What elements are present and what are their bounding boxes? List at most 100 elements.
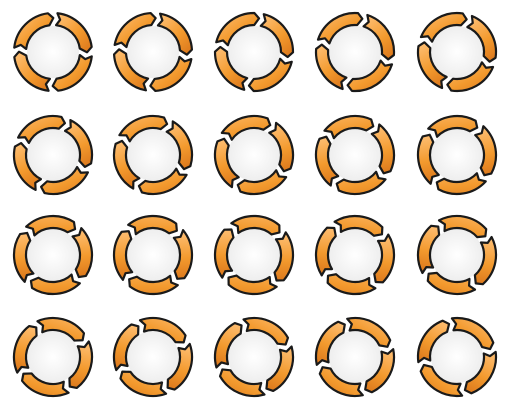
rotating-arrows-ring-icon [12, 214, 94, 296]
ring-arrow-segment [112, 139, 141, 190]
ring-segments [416, 316, 498, 398]
ring-arrow-segment [12, 324, 38, 374]
ring-center [127, 229, 179, 281]
ring-arrow-segment [314, 226, 337, 277]
ring-arrow-segment [166, 342, 194, 391]
ring-arrow-segment [314, 43, 348, 91]
rotating-arrows-ring-icon [112, 11, 194, 93]
ring-center [228, 129, 280, 181]
ring-segments [314, 114, 396, 196]
ring-segments [314, 316, 396, 398]
ring-center [329, 229, 381, 281]
rotating-arrows-ring-icon [213, 214, 295, 296]
ring-arrow-segment [113, 11, 157, 49]
ring-arrow-segment [419, 363, 464, 398]
ring-arrow-segment [149, 55, 193, 93]
ring-arrow-segment [25, 214, 77, 237]
ring-segments [213, 11, 295, 93]
ring-arrow-segment [127, 214, 178, 236]
ring-arrow-segment [265, 345, 295, 393]
ring-center [431, 331, 483, 383]
ring-arrow-segment [242, 316, 290, 346]
ring-center [27, 331, 79, 383]
rotating-arrows-ring-icon [13, 12, 93, 92]
rotating-arrows-ring-icon [314, 316, 396, 398]
ring-arrow-segment [63, 118, 94, 169]
frames-grid [12, 11, 498, 398]
ring-arrow-segment [427, 114, 479, 138]
ring-arrow-segment [259, 13, 295, 59]
ring-arrow-segment [316, 11, 364, 45]
ring-segments [416, 11, 498, 93]
ring-arrow-segment [213, 321, 243, 369]
ring-arrow-segment [172, 229, 194, 280]
ring-arrow-segment [416, 41, 448, 90]
ring-arrow-segment [273, 231, 295, 282]
ring-arrow-segment [112, 230, 134, 281]
rotating-arrows-ring-icon [112, 114, 194, 196]
ring-arrow-segment [68, 340, 94, 390]
ring-segments [213, 214, 295, 296]
ring-center [431, 26, 483, 78]
ring-arrow-segment [333, 214, 384, 237]
ring-arrow-segment [435, 172, 487, 196]
ring-arrow-segment [446, 61, 495, 93]
ring-arrow-segment [419, 11, 468, 43]
ring-arrow-segment [416, 224, 441, 275]
ring-arrow-segment [156, 12, 194, 56]
ring-arrow-segment [314, 135, 340, 187]
rotating-arrows-ring-icon [12, 316, 94, 398]
ring-arrow-segment [54, 12, 93, 54]
ring-arrow-segment [335, 170, 387, 196]
ring-center [431, 129, 483, 181]
ring-arrow-segment [16, 114, 67, 145]
ring-center [127, 331, 179, 383]
rotating-arrows-ring-icon [112, 214, 194, 296]
ring-arrow-segment [370, 123, 396, 175]
ring-arrow-segment [119, 370, 168, 398]
ring-segments [213, 114, 295, 196]
rotating-arrows-ring-icon [12, 114, 94, 196]
ring-center [329, 26, 381, 78]
ring-center [27, 26, 79, 78]
ring-arrow-segment [230, 214, 281, 236]
ring-arrow-segment [128, 274, 179, 296]
ring-arrow-segment [326, 273, 377, 296]
ring-segments [12, 114, 94, 196]
ring-arrow-segment [137, 167, 188, 196]
ring-center [127, 26, 179, 78]
ring-segments [13, 12, 93, 92]
ring-arrow-segment [39, 165, 90, 196]
ring-arrow-segment [474, 125, 498, 177]
ring-arrow-segment [213, 228, 235, 279]
ring-arrow-segment [36, 316, 86, 342]
ring-segments [314, 11, 396, 93]
rotating-arrows-ring-icon [112, 316, 194, 398]
ring-center [431, 229, 483, 281]
ring-arrow-segment [346, 316, 392, 348]
ring-center [127, 129, 179, 181]
ring-arrow-segment [12, 231, 35, 283]
ring-arrow-segment [118, 114, 169, 143]
rotating-arrows-ring-icon [213, 11, 295, 93]
ring-arrow-segment [473, 235, 498, 286]
rotating-arrows-ring-icon [416, 11, 498, 93]
ring-arrow-segment [220, 114, 272, 141]
ring-arrow-segment [373, 233, 396, 284]
ring-arrow-segment [364, 348, 396, 394]
ring-center [329, 129, 381, 181]
ring-arrow-segment [165, 120, 194, 171]
ring-arrow-segment [323, 114, 375, 140]
rotating-arrows-ring-icon [314, 11, 396, 93]
ring-arrow-segment [215, 11, 261, 47]
ring-arrow-segment [20, 372, 70, 398]
ring-arrow-segment [362, 13, 396, 61]
rotating-arrows-ring-icon [416, 114, 498, 196]
ring-arrow-segment [346, 59, 394, 93]
ring-arrow-segment [416, 133, 440, 185]
ring-segments [112, 11, 194, 93]
ring-arrow-segment [268, 121, 295, 173]
ring-arrow-segment [416, 319, 451, 364]
ring-arrow-segment [138, 316, 187, 344]
